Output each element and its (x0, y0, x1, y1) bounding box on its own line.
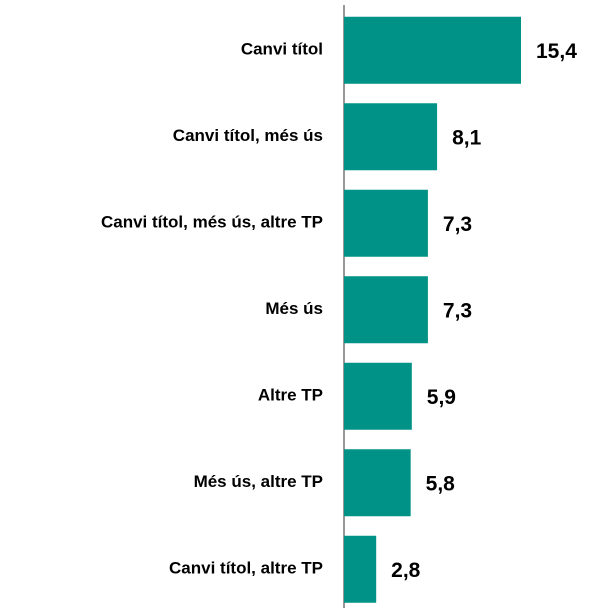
category-label: Altre TP (258, 386, 323, 405)
bar (344, 16, 521, 84)
bar (344, 449, 411, 517)
category-label: Canvi títol (241, 40, 323, 59)
category-label: Més ús (265, 299, 323, 318)
bar (344, 189, 428, 257)
value-label: 8,1 (452, 126, 482, 149)
value-label: 7,3 (443, 299, 472, 322)
category-label: Canvi títol, altre TP (169, 559, 323, 578)
value-label: 2,8 (391, 559, 421, 582)
bar (344, 276, 428, 344)
bar (344, 535, 377, 603)
category-label: Més ús, altre TP (194, 472, 323, 491)
category-label: Canvi títol, més ús, altre TP (101, 213, 323, 232)
value-label: 7,3 (443, 213, 472, 236)
value-label: 5,8 (426, 472, 456, 495)
category-label: Canvi títol, més ús (173, 126, 323, 145)
value-label: 15,4 (536, 40, 577, 63)
value-label: 5,9 (427, 386, 456, 409)
bar (344, 103, 438, 171)
bar (344, 362, 412, 430)
